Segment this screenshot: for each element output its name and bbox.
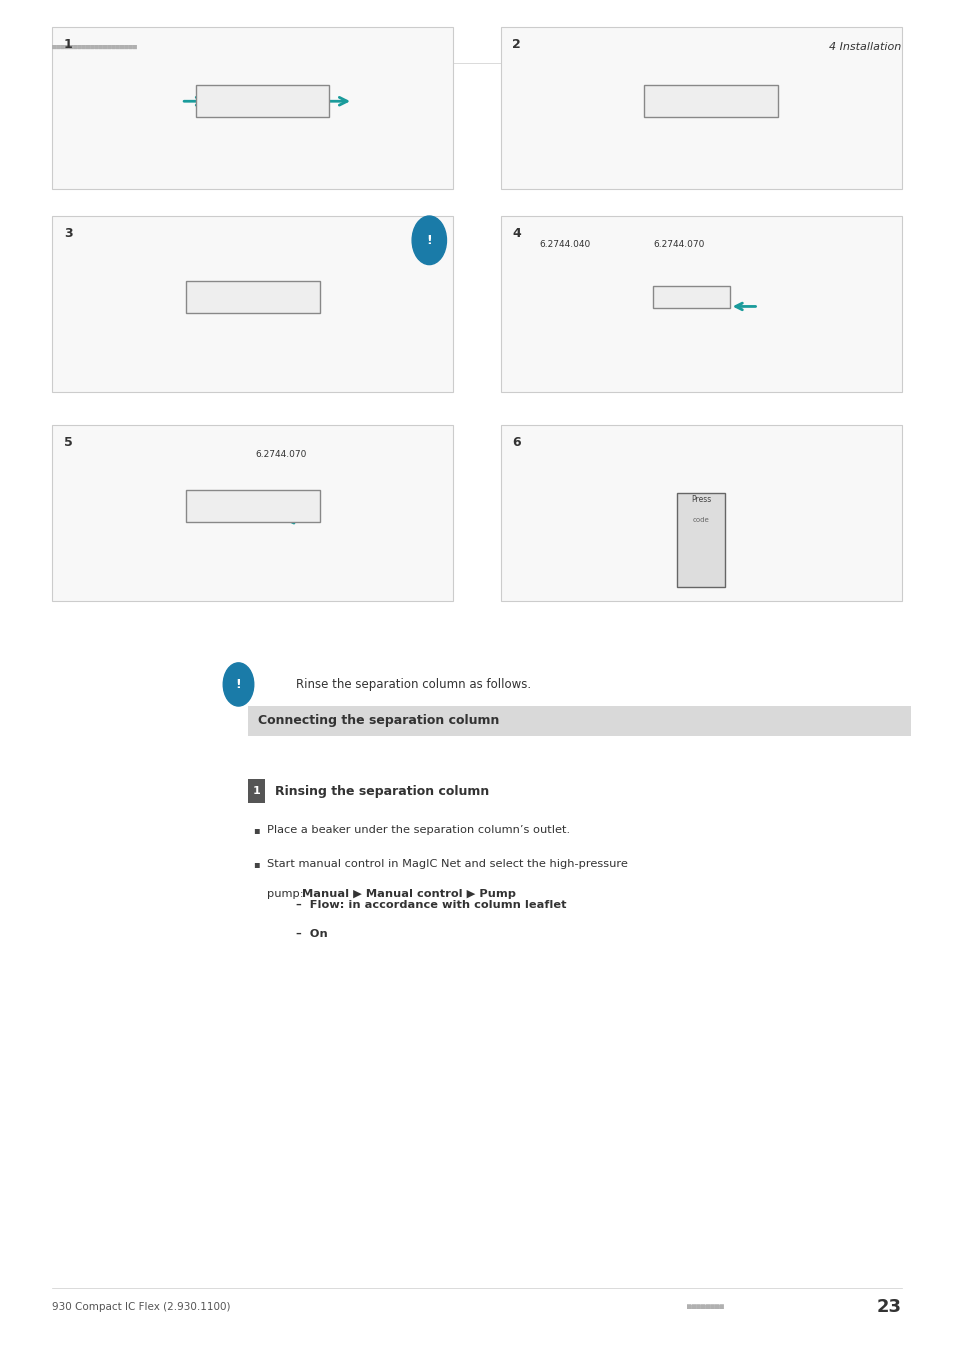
- Text: code: code: [692, 517, 709, 522]
- Text: 6.2744.040: 6.2744.040: [538, 240, 590, 250]
- Text: Press: Press: [690, 495, 711, 504]
- Bar: [186, 281, 319, 313]
- FancyBboxPatch shape: [248, 706, 910, 736]
- Bar: [643, 85, 777, 117]
- Text: 4 Installation: 4 Installation: [828, 42, 901, 53]
- Text: !: !: [426, 234, 432, 247]
- Text: 6.2744.070: 6.2744.070: [653, 240, 704, 250]
- Text: pump:: pump:: [267, 888, 307, 899]
- Text: 6.2744.070: 6.2744.070: [255, 450, 307, 459]
- FancyBboxPatch shape: [500, 216, 901, 392]
- FancyBboxPatch shape: [52, 216, 453, 392]
- FancyBboxPatch shape: [52, 27, 453, 189]
- Text: 4: 4: [512, 227, 520, 240]
- Bar: [195, 85, 329, 117]
- Text: Connecting the separation column: Connecting the separation column: [257, 714, 498, 728]
- Text: 5: 5: [64, 436, 72, 450]
- Text: ■■■■■■■■■■■■■■■■■■■■: ■■■■■■■■■■■■■■■■■■■■: [52, 45, 137, 50]
- Text: 1: 1: [253, 786, 260, 796]
- Text: ■■■■■■■■: ■■■■■■■■: [686, 1303, 723, 1311]
- Text: !: !: [235, 678, 241, 691]
- Text: 23: 23: [876, 1297, 901, 1316]
- FancyBboxPatch shape: [500, 425, 901, 601]
- Text: 1: 1: [64, 38, 72, 51]
- Text: Manual ▶ Manual control ▶ Pump: Manual ▶ Manual control ▶ Pump: [302, 888, 516, 899]
- FancyBboxPatch shape: [500, 27, 901, 189]
- Bar: [186, 490, 319, 522]
- Text: Place a beaker under the separation column’s outlet.: Place a beaker under the separation colu…: [267, 825, 570, 836]
- Text: 6: 6: [512, 436, 520, 450]
- Text: Rinse the separation column as follows.: Rinse the separation column as follows.: [295, 678, 530, 691]
- FancyBboxPatch shape: [52, 425, 453, 601]
- Bar: [653, 286, 729, 308]
- Text: ▪: ▪: [253, 825, 259, 836]
- FancyBboxPatch shape: [248, 779, 265, 803]
- Text: 2: 2: [512, 38, 520, 51]
- Text: Start manual control in MagIC Net and select the high-pressure: Start manual control in MagIC Net and se…: [267, 859, 627, 869]
- Text: 3: 3: [64, 227, 72, 240]
- Bar: [677, 493, 724, 587]
- Text: –  Flow: in accordance with column leaflet: – Flow: in accordance with column leafle…: [295, 899, 566, 910]
- Circle shape: [223, 663, 253, 706]
- Text: –  On: – On: [295, 929, 327, 940]
- Text: ▪: ▪: [253, 859, 259, 869]
- Circle shape: [412, 216, 446, 265]
- Text: Rinsing the separation column: Rinsing the separation column: [274, 784, 489, 798]
- Text: 930 Compact IC Flex (2.930.1100): 930 Compact IC Flex (2.930.1100): [52, 1301, 231, 1312]
